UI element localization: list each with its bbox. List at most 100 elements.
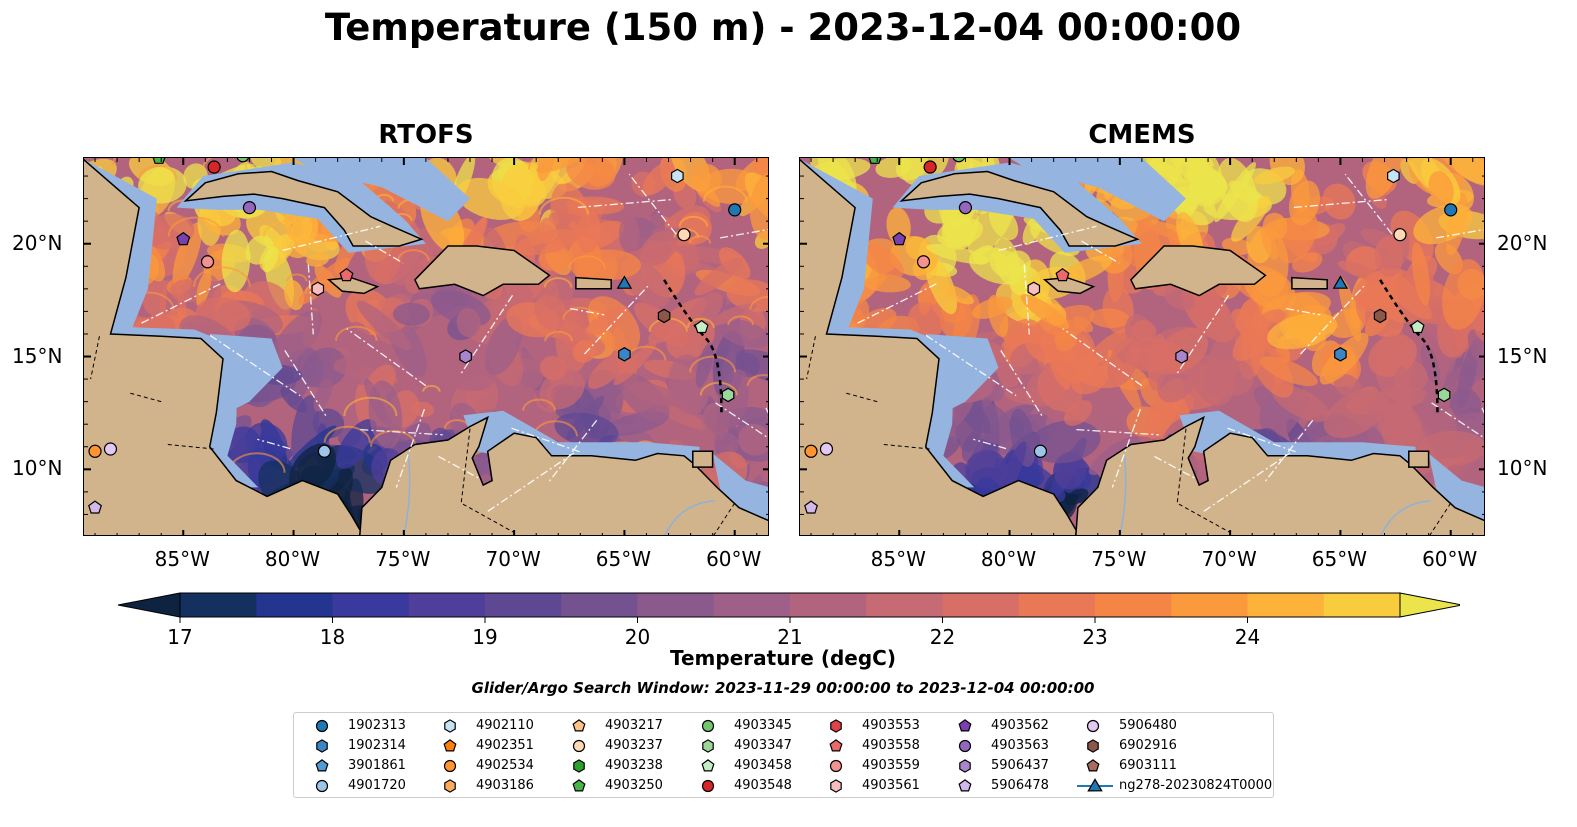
float-marker-5906480 xyxy=(103,442,118,456)
legend-label: 4903458 xyxy=(734,758,792,773)
colorbar-bin xyxy=(256,593,334,617)
legend-label: 4903345 xyxy=(734,718,792,733)
float-marker-4903347 xyxy=(1437,387,1451,403)
colorbar-extend-max xyxy=(1399,592,1460,618)
float-marker-5906480 xyxy=(819,442,834,456)
colorbar-bin xyxy=(1095,593,1172,617)
float-circle-icon xyxy=(701,719,715,733)
legend: 1902313 1902314 3901861 4901720 4902110 49023… xyxy=(293,712,1274,798)
float-circle-icon xyxy=(315,719,329,733)
lon-tick-label: 65°W xyxy=(1311,547,1368,571)
float-pentagon-icon xyxy=(572,719,586,732)
float-marker-4902534 xyxy=(88,444,102,458)
map-canvas-rtofs xyxy=(84,158,768,535)
colorbar-tick-label: 17 xyxy=(167,625,192,649)
map-cmems xyxy=(799,157,1485,536)
float-marker-4902534 xyxy=(804,444,818,458)
panel-title-rtofs: RTOFS xyxy=(378,120,474,150)
float-hexagon-icon xyxy=(444,719,456,733)
legend-label: 4903561 xyxy=(862,778,920,793)
float-marker-4903559 xyxy=(200,255,215,269)
colorbar-bin xyxy=(332,593,410,617)
float-marker-4903563 xyxy=(958,201,973,215)
float-hexagon-icon xyxy=(702,739,714,753)
float-marker-5906478 xyxy=(88,500,103,514)
legend-label: 4903217 xyxy=(605,718,663,733)
float-marker-4902110 xyxy=(670,168,684,184)
float-circle-icon xyxy=(958,739,972,753)
float-marker-4903548 xyxy=(207,160,221,174)
float-marker-4903561 xyxy=(311,281,325,297)
float-marker-4901720 xyxy=(1033,444,1048,458)
colorbar-tick-label: 23 xyxy=(1082,625,1107,649)
lon-tick-label: 75°W xyxy=(375,547,431,571)
float-marker-1902314 xyxy=(618,347,631,362)
float-marker-4901720 xyxy=(317,444,332,458)
float-circle-icon xyxy=(443,759,457,773)
legend-label: 4903238 xyxy=(605,758,663,773)
float-pentagon-icon xyxy=(958,779,972,792)
float-marker-5906437 xyxy=(459,349,472,364)
lon-tick-label: 60°W xyxy=(1422,547,1478,571)
legend-label: 4902110 xyxy=(476,718,534,733)
legend-label: 5906437 xyxy=(991,758,1049,773)
float-pentagon-icon xyxy=(1086,759,1100,772)
float-pentagon-icon xyxy=(315,759,329,772)
colorbar-bin xyxy=(790,593,867,617)
colorbar-bin xyxy=(713,593,791,617)
lon-tick-label: 85°W xyxy=(154,547,210,571)
float-marker-1902313 xyxy=(1444,203,1458,217)
float-marker-4903345 xyxy=(952,158,966,163)
colorbar-bin xyxy=(866,593,944,617)
float-hexagon-icon xyxy=(1087,739,1099,753)
colorbar-tick-label: 21 xyxy=(777,625,802,649)
legend-label: 3901861 xyxy=(348,758,406,773)
lon-tick-label: 60°W xyxy=(706,547,762,571)
legend-label: 6902916 xyxy=(1119,738,1177,753)
float-hexagon-icon xyxy=(444,779,456,793)
float-hexagon-icon xyxy=(830,779,842,793)
float-marker-4903458 xyxy=(694,319,709,334)
float-marker-4903345 xyxy=(236,158,250,163)
float-pentagon-icon xyxy=(443,739,457,752)
legend-label: 4903237 xyxy=(605,738,663,753)
float-marker-4903561 xyxy=(1027,281,1041,297)
float-marker-6902916 xyxy=(657,308,671,324)
legend-label: 4903250 xyxy=(605,778,663,793)
colorbar-bin xyxy=(637,593,715,617)
colorbar-label: Temperature (degC) xyxy=(670,646,896,670)
colorbar-bin xyxy=(180,593,257,617)
float-marker-5906437 xyxy=(1175,349,1188,364)
legend-label: ng278-20230824T0000 xyxy=(1119,778,1273,793)
legend-label: 4903559 xyxy=(862,758,920,773)
float-marker-5906478 xyxy=(804,500,819,514)
float-marker-4903250 xyxy=(152,158,166,164)
legend-label: 4901720 xyxy=(348,778,406,793)
legend-label: 4903186 xyxy=(476,778,534,793)
legend-label: 4902351 xyxy=(476,738,534,753)
glider-legend-icon xyxy=(1077,778,1113,792)
float-marker-4903562 xyxy=(176,231,191,246)
colorbar-tick-label: 22 xyxy=(930,625,955,649)
colorbar-bin xyxy=(408,593,486,617)
lon-tick-label: 80°W xyxy=(980,547,1037,571)
colorbar-bin xyxy=(1171,593,1249,617)
float-pentagon-icon xyxy=(572,779,586,792)
legend-label: 6903111 xyxy=(1119,758,1177,773)
legend-label: 1902314 xyxy=(348,738,406,753)
colorbar-ticks: 17 18 19 20 21 22 23 24 xyxy=(167,617,1260,649)
colorbar-tick-label: 20 xyxy=(625,625,650,649)
lat-tick-label: 20°N xyxy=(12,230,63,255)
lon-tick-label: 85°W xyxy=(870,547,926,571)
colorbar-bin xyxy=(1323,593,1401,617)
lat-tick-label: 10°N xyxy=(1497,456,1548,481)
float-hexagon-icon xyxy=(959,759,971,773)
float-circle-icon xyxy=(701,779,715,793)
map-rtofs xyxy=(83,157,769,536)
lon-tick-label: 75°W xyxy=(1091,547,1147,571)
legend-label: 4903548 xyxy=(734,778,792,793)
legend-label: 4903563 xyxy=(991,738,1049,753)
lon-tick-label: 80°W xyxy=(264,547,321,571)
float-marker-4903558 xyxy=(1055,267,1070,282)
legend-label: 4903347 xyxy=(734,738,792,753)
